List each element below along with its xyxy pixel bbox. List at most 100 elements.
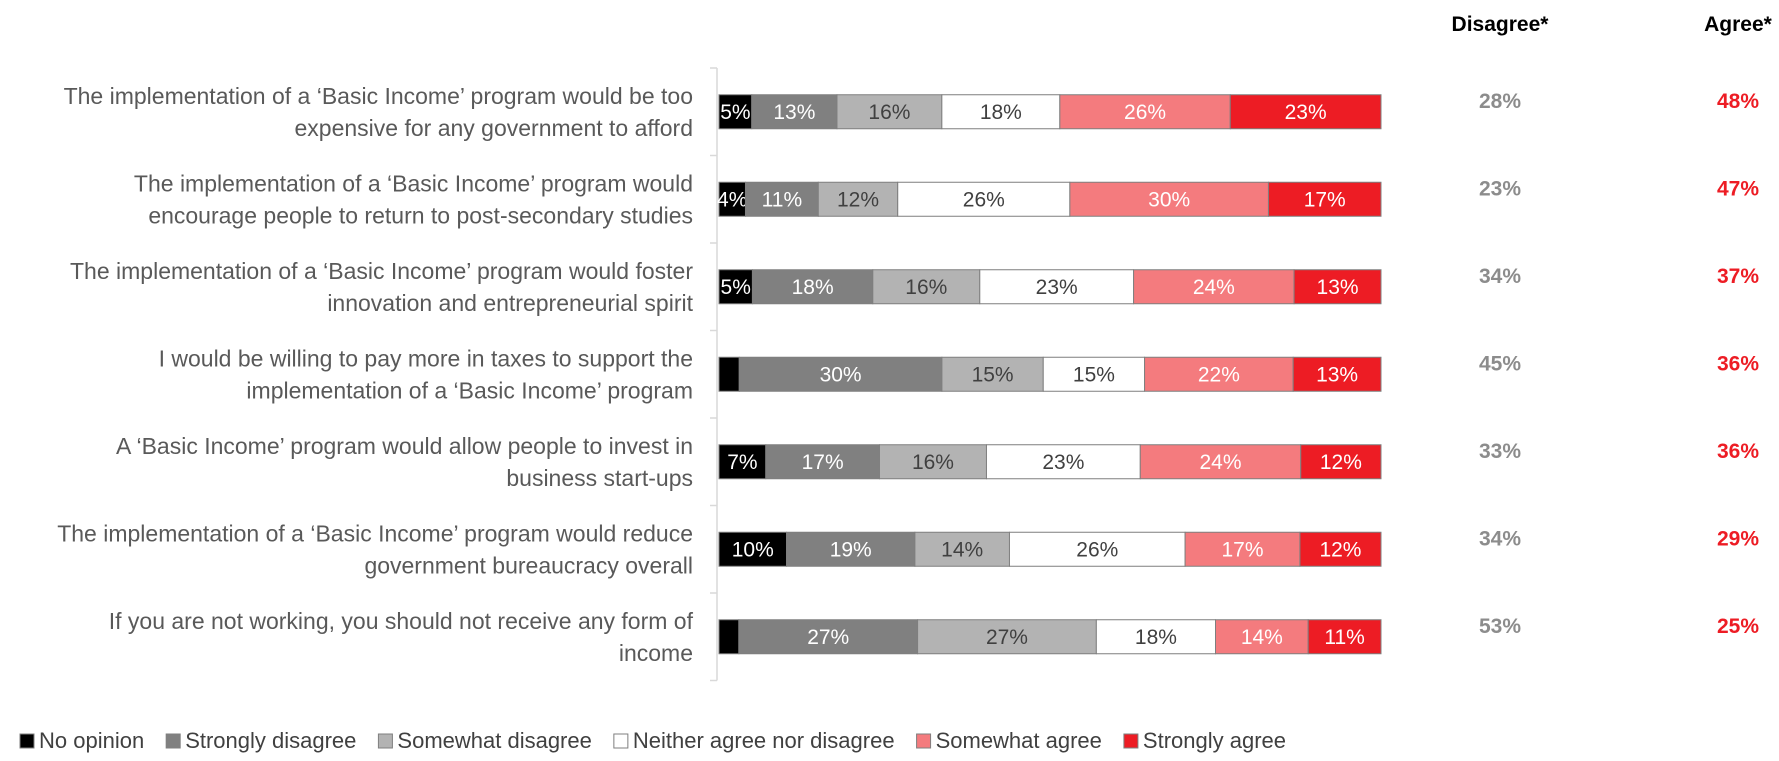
legend-swatch: [613, 733, 629, 749]
bar-row: 27% 27% 18% 14% 11%: [718, 619, 1382, 655]
data-label: 26%: [1124, 101, 1166, 124]
summary-value: 48%: [1717, 90, 1759, 113]
bar-segment: [1069, 181, 1269, 217]
bar-segment: [1300, 444, 1382, 480]
bar-segment: [786, 531, 916, 567]
bar-segment: [744, 181, 819, 217]
legend-label: Strongly disagree: [185, 728, 356, 753]
bar-segment: [718, 269, 753, 305]
data-label: 5%: [720, 101, 750, 124]
bar-segment: [897, 181, 1071, 217]
legend-label: Neither agree nor disagree: [633, 728, 895, 753]
data-label: 23%: [1036, 276, 1078, 299]
bar-segment: [1229, 94, 1382, 130]
summary-value: 37%: [1717, 265, 1759, 288]
bar-segment: [941, 94, 1061, 130]
bars: 5% 13% 16% 18% 26% 23% 4% 11% 12% 26% 30% 17% 5% 18% 1…: [717, 94, 1382, 655]
bar-segment: [836, 94, 943, 130]
data-label: 24%: [1193, 276, 1235, 299]
data-label: 18%: [980, 101, 1022, 124]
bar-row: 30% 15% 15% 22% 13%: [718, 356, 1382, 392]
bar-segment: [872, 269, 981, 305]
bar-segment: [718, 531, 788, 567]
bar-row: 5% 13% 16% 18% 26% 23%: [718, 94, 1382, 130]
bar-segment: [1267, 181, 1382, 217]
category-label: government bureaucracy overall: [364, 552, 693, 578]
summary-value: 45%: [1479, 352, 1521, 375]
data-label: 16%: [912, 451, 954, 474]
bar-segment: [817, 181, 899, 217]
bar-segment: [878, 444, 987, 480]
bar-segment: [765, 444, 880, 480]
data-label: 7%: [727, 451, 757, 474]
summary-value: 47%: [1717, 177, 1759, 200]
category-label: encourage people to return to post-secon…: [148, 202, 693, 228]
bar-segment: [985, 444, 1141, 480]
legend-swatch: [916, 733, 932, 749]
legend-label: Somewhat disagree: [397, 728, 591, 753]
summary-value: 34%: [1479, 265, 1521, 288]
data-label: 14%: [941, 538, 983, 561]
data-label: 13%: [773, 101, 815, 124]
bar-segment: [1293, 269, 1382, 305]
summary-value: 23%: [1479, 177, 1521, 200]
bar-segment: [718, 356, 740, 392]
legend-swatch: [19, 733, 35, 749]
data-label: 13%: [1317, 276, 1359, 299]
category-axis: [710, 67, 718, 682]
data-label: 23%: [1042, 451, 1084, 474]
data-label: 12%: [1320, 451, 1362, 474]
bar-row: 10% 19% 14% 26% 17% 12%: [718, 531, 1382, 567]
data-label: 11%: [1324, 626, 1364, 649]
data-label: 30%: [820, 363, 862, 386]
data-label: 24%: [1199, 451, 1241, 474]
data-label: 27%: [807, 626, 849, 649]
category-label: The implementation of a ‘Basic Income’ p…: [57, 520, 693, 546]
summary-value: 36%: [1717, 352, 1759, 375]
legend-swatch: [165, 733, 181, 749]
summary-value: 53%: [1479, 615, 1521, 638]
summary-value: 36%: [1717, 440, 1759, 463]
data-label: 5%: [721, 276, 751, 299]
category-label: A ‘Basic Income’ program would allow peo…: [116, 433, 693, 459]
bar-segment: [1008, 531, 1186, 567]
bar-segment: [738, 356, 943, 392]
summary-value: 28%: [1479, 90, 1521, 113]
data-label: 15%: [1073, 363, 1115, 386]
category-label: business start-ups: [506, 465, 693, 491]
bar-segment: [718, 444, 767, 480]
data-label: 26%: [963, 188, 1005, 211]
data-label: 10%: [732, 538, 774, 561]
legend-label: No opinion: [39, 728, 144, 753]
bar-segment: [751, 94, 838, 130]
data-label: 12%: [1319, 538, 1361, 561]
data-label: 17%: [1222, 538, 1264, 561]
bar-segment: [1299, 531, 1382, 567]
data-label: 13%: [1316, 363, 1358, 386]
data-label: 16%: [905, 276, 947, 299]
data-label: 14%: [1241, 626, 1283, 649]
legend-label: Somewhat agree: [936, 728, 1102, 753]
data-label: 19%: [830, 538, 872, 561]
summary-value: 29%: [1717, 527, 1759, 550]
data-label: 16%: [868, 101, 910, 124]
data-label: 15%: [972, 363, 1014, 386]
summary-column-title: Agree*: [1704, 13, 1773, 36]
data-label: 18%: [1135, 626, 1177, 649]
legend: No opinion Strongly disagree Somewhat disa…: [19, 728, 1286, 753]
category-label: The implementation of a ‘Basic Income’ p…: [134, 170, 693, 196]
data-label: 17%: [802, 451, 844, 474]
data-label: 17%: [1304, 188, 1346, 211]
data-label: 27%: [986, 626, 1028, 649]
summary-value: 25%: [1717, 615, 1759, 638]
summary-value: 34%: [1479, 527, 1521, 550]
data-label: 26%: [1076, 538, 1118, 561]
bar-segment: [738, 619, 919, 655]
bar-segment: [1215, 619, 1309, 655]
bar-segment: [1307, 619, 1382, 655]
data-label: 11%: [762, 188, 802, 211]
bar-segment: [1059, 94, 1231, 130]
category-label: The implementation of a ‘Basic Income’ p…: [64, 83, 693, 109]
bar-segment: [1095, 619, 1216, 655]
